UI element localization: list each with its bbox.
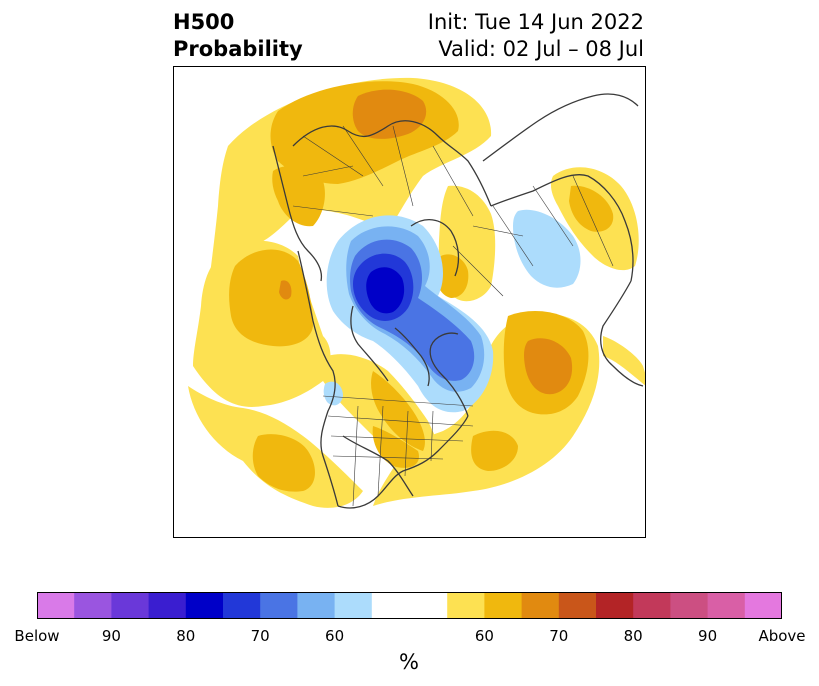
colorbar-above-swatch-3 xyxy=(558,592,597,619)
above-70-regions xyxy=(279,89,573,395)
colorbar-tick-label: 70 xyxy=(250,627,270,645)
colorbar-below-swatch-4 xyxy=(185,592,224,619)
colorbar-above-swatch-2 xyxy=(521,592,560,619)
below-regions xyxy=(323,209,581,413)
colorbar-below-swatch-2 xyxy=(111,592,150,619)
colorbar-above-swatch-8 xyxy=(744,592,782,619)
below-60-siberia xyxy=(513,209,581,288)
colorbar-above-swatch-5 xyxy=(633,592,671,619)
colorbar-above-swatch-6 xyxy=(670,592,709,619)
colorbar-tick-label: 80 xyxy=(176,627,196,645)
colorbar-tick-label: Above xyxy=(758,627,806,645)
colorbar-tick-label: 90 xyxy=(698,627,718,645)
valid-date: Valid: 02 Jul – 08 Jul xyxy=(438,37,644,61)
init-date: Init: Tue 14 Jun 2022 xyxy=(427,10,644,34)
colorbar-above-swatch-1 xyxy=(484,592,523,619)
below-60-alaska xyxy=(323,381,343,406)
colorbar-tick-label: 90 xyxy=(101,627,121,645)
colorbar-below-swatch-8 xyxy=(334,592,373,619)
colorbar xyxy=(37,592,782,619)
colorbar-below-swatch-7 xyxy=(297,592,336,619)
colorbar-tick-label: 60 xyxy=(325,627,345,645)
colorbar-neutral-swatch xyxy=(371,592,448,619)
colorbar-units: % xyxy=(399,650,419,674)
colorbar-tick-label: 70 xyxy=(549,627,569,645)
colorbar-below-swatch-0 xyxy=(37,592,75,619)
colorbar-below-swatch-5 xyxy=(223,592,261,619)
probability-map xyxy=(173,66,646,538)
colorbar-frame xyxy=(37,592,782,619)
coastlines xyxy=(272,93,644,509)
plot-title: H500 Probability xyxy=(173,9,303,63)
colorbar-tick-label: Below xyxy=(14,627,60,645)
colorbar-above-swatch-7 xyxy=(707,592,746,619)
title-line-2: Probability xyxy=(173,37,303,61)
borders xyxy=(292,125,614,507)
colorbar-below-swatch-1 xyxy=(74,592,112,619)
colorbar-tick-label: 60 xyxy=(474,627,494,645)
colorbar-below-swatch-3 xyxy=(148,592,187,619)
colorbar-tick-label: 80 xyxy=(623,627,643,645)
colorbar-below-swatch-6 xyxy=(260,592,298,619)
colorbar-above-swatch-4 xyxy=(596,592,634,619)
title-line-1: H500 xyxy=(173,10,235,34)
colorbar-above-swatch-0 xyxy=(447,592,485,619)
map-frame xyxy=(173,66,646,538)
date-info: Init: Tue 14 Jun 2022 Valid: 02 Jul – 08… xyxy=(428,9,644,63)
below-80-region xyxy=(366,267,405,314)
